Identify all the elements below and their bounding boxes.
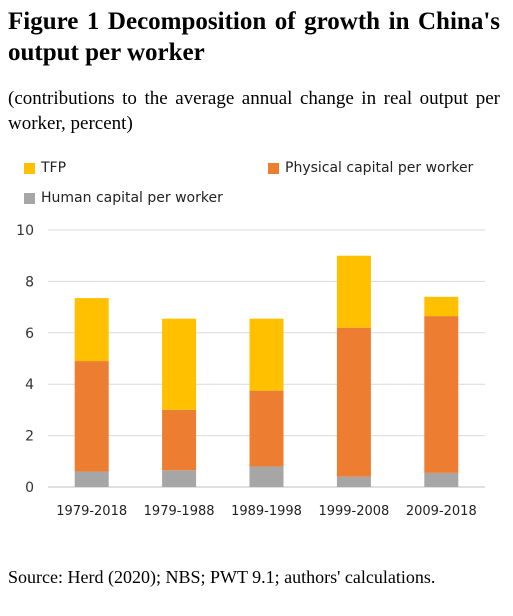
bar-segment bbox=[424, 472, 459, 487]
legend-label-tfp: TFP bbox=[41, 160, 67, 176]
bar-segment bbox=[162, 409, 197, 471]
stacked-bar-chart: 0 2 4 6 8 10 1979-2018 1979-1988 1989-1998 1999-2… bbox=[16, 223, 485, 519]
bar-segment bbox=[336, 476, 371, 487]
legend-swatch-tfp bbox=[24, 162, 35, 174]
bar-segment bbox=[74, 298, 109, 362]
bar-segment bbox=[424, 296, 459, 317]
figure-subtitle: (contributions to the average annual cha… bbox=[8, 88, 500, 134]
bar-segment bbox=[162, 470, 197, 487]
source-note: Source: Herd (2020); NBS; PWT 9.1; autho… bbox=[8, 567, 436, 587]
legend-label-physical-capital: Physical capital per worker bbox=[285, 160, 474, 176]
legend-item-physical-capital: Physical capital per worker bbox=[268, 160, 473, 176]
y-tick-label: 8 bbox=[25, 274, 34, 290]
legend-item-tfp: TFP bbox=[24, 160, 66, 176]
legend-swatch-physical-capital bbox=[268, 162, 279, 174]
x-tick-label: 1999-2008 bbox=[318, 504, 389, 519]
x-tick-label: 2009-2018 bbox=[406, 504, 477, 519]
x-tick-label: 1979-2018 bbox=[56, 504, 127, 519]
legend-item-human-capital: Human capital per worker bbox=[24, 190, 223, 206]
bar-segment bbox=[74, 471, 109, 487]
legend-label-human-capital: Human capital per worker bbox=[41, 190, 223, 206]
y-tick-label: 0 bbox=[25, 480, 34, 496]
x-tick-label: 1989-1998 bbox=[231, 504, 302, 519]
bar-segment bbox=[424, 316, 459, 473]
bar-segment bbox=[336, 327, 371, 477]
y-tick-label: 2 bbox=[25, 429, 34, 445]
figure-title: Figure 1 Decomposition of growth in Chin… bbox=[8, 8, 500, 66]
bar-segment bbox=[249, 466, 284, 487]
legend-swatch-human-capital bbox=[24, 192, 35, 204]
y-tick-label: 4 bbox=[25, 377, 34, 393]
bar-segment bbox=[162, 318, 197, 410]
bar-segment bbox=[336, 255, 371, 328]
x-tick-label: 1979-1988 bbox=[144, 504, 215, 519]
y-tick-label: 10 bbox=[16, 223, 34, 239]
bar-segment bbox=[249, 318, 284, 391]
y-tick-label: 6 bbox=[25, 326, 34, 342]
bar-segment bbox=[249, 390, 284, 467]
bar-segment bbox=[74, 361, 109, 472]
